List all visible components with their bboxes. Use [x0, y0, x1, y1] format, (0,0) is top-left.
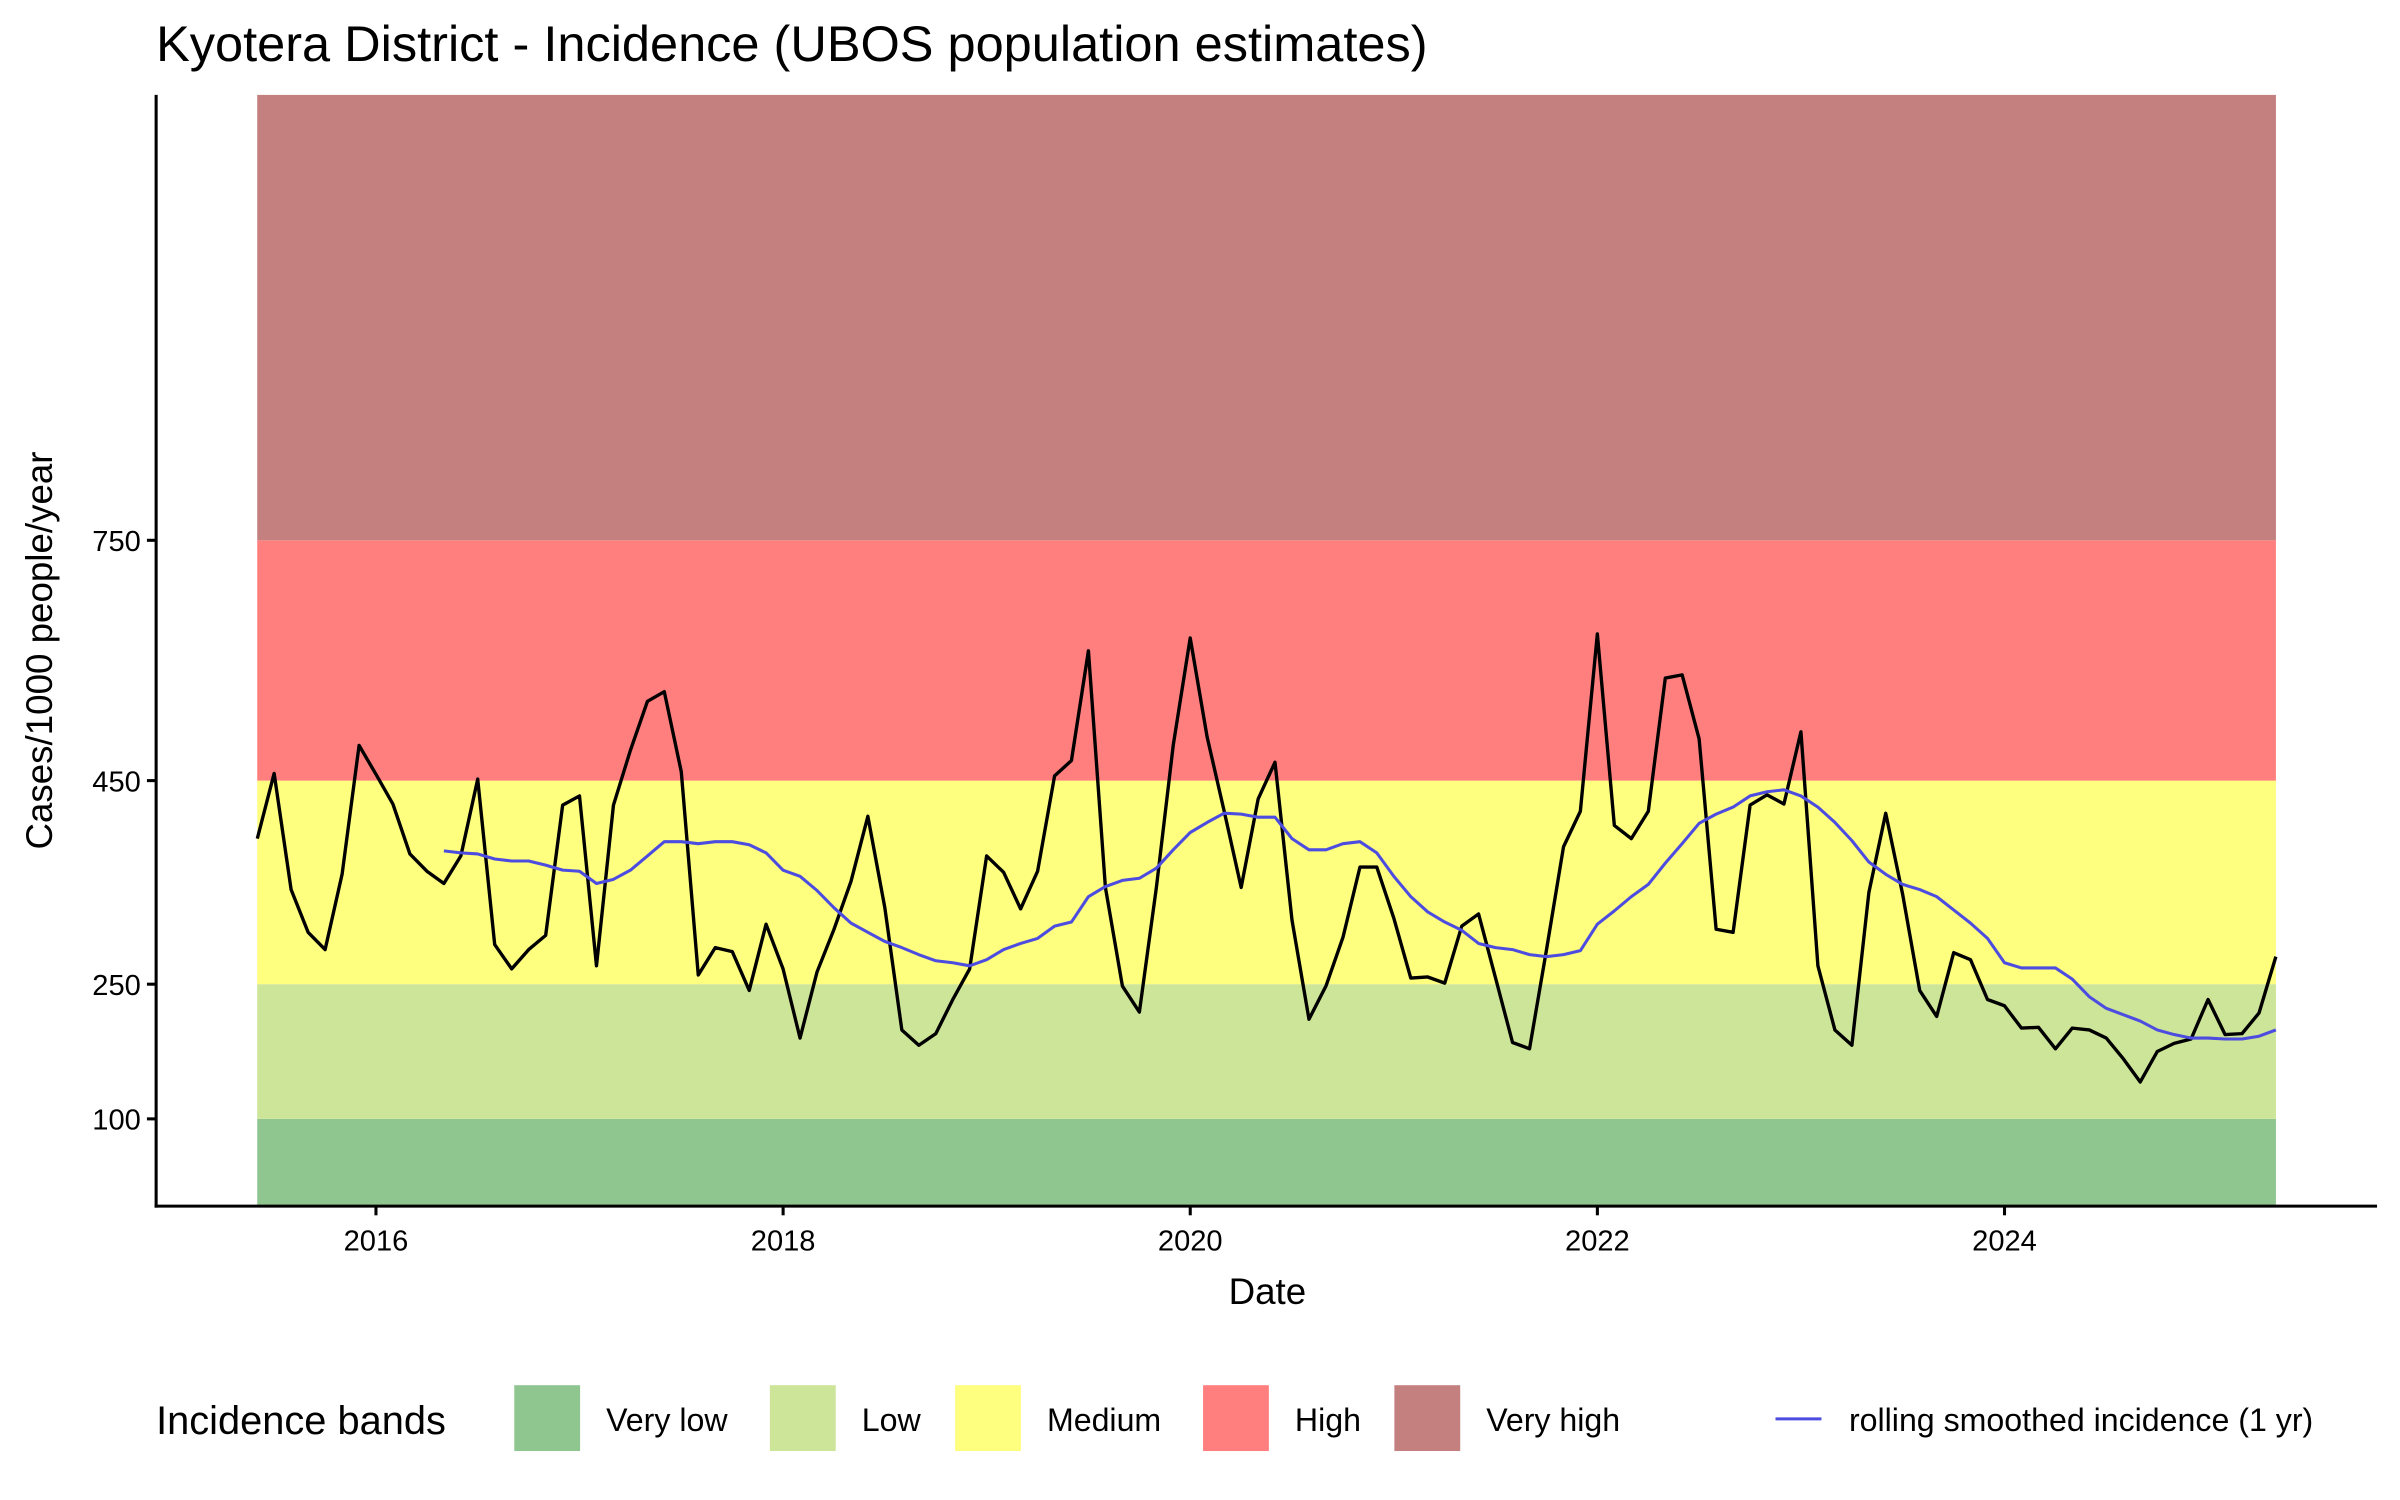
y-axis-label: Cases/1000 people/year — [19, 451, 60, 849]
legend-swatch — [1203, 1385, 1269, 1452]
legend-swatch — [955, 1385, 1021, 1452]
x-tick-label: 2020 — [1158, 1226, 1223, 1258]
y-tick-label: 100 — [92, 1105, 141, 1137]
legend-swatch — [769, 1385, 836, 1452]
legend-title: Incidence bands — [156, 1399, 446, 1443]
legend-label: Low — [862, 1402, 922, 1438]
y-tick-label: 750 — [92, 526, 141, 558]
incidence-band — [257, 984, 2276, 1119]
incidence-band — [257, 94, 2276, 541]
y-tick-label: 250 — [92, 970, 141, 1002]
legend-label: rolling smoothed incidence (1 yr) — [1849, 1402, 2313, 1438]
bands — [257, 94, 2276, 1207]
legend-label: Very low — [606, 1402, 728, 1438]
x-tick-label: 2024 — [1972, 1226, 2037, 1258]
y-tick-label: 450 — [92, 766, 141, 798]
x-axis-label: Date — [1229, 1271, 1307, 1312]
x-tick-label: 2018 — [751, 1226, 816, 1258]
axes: 100 250 450 750 2016 2018 2020 2022 2024 — [92, 94, 2378, 1258]
incidence-band — [257, 780, 2276, 985]
legend-swatch — [1394, 1385, 1461, 1452]
legend-label: Very high — [1486, 1402, 1620, 1438]
legend: Incidence bands Very low Low Medium High Very… — [156, 1385, 2313, 1452]
legend-swatch — [514, 1385, 581, 1452]
chart-title: Kyotera District - Incidence (UBOS popul… — [156, 15, 1427, 72]
legend-label: Medium — [1047, 1402, 1161, 1438]
lines — [255, 632, 2278, 1084]
series-line — [443, 788, 2277, 1041]
x-tick-label: 2022 — [1565, 1226, 1630, 1258]
series-line — [255, 632, 2278, 1084]
incidence-band — [257, 540, 2276, 781]
legend-label: High — [1295, 1402, 1361, 1438]
x-tick-label: 2016 — [344, 1226, 409, 1258]
incidence-band — [257, 1118, 2276, 1207]
